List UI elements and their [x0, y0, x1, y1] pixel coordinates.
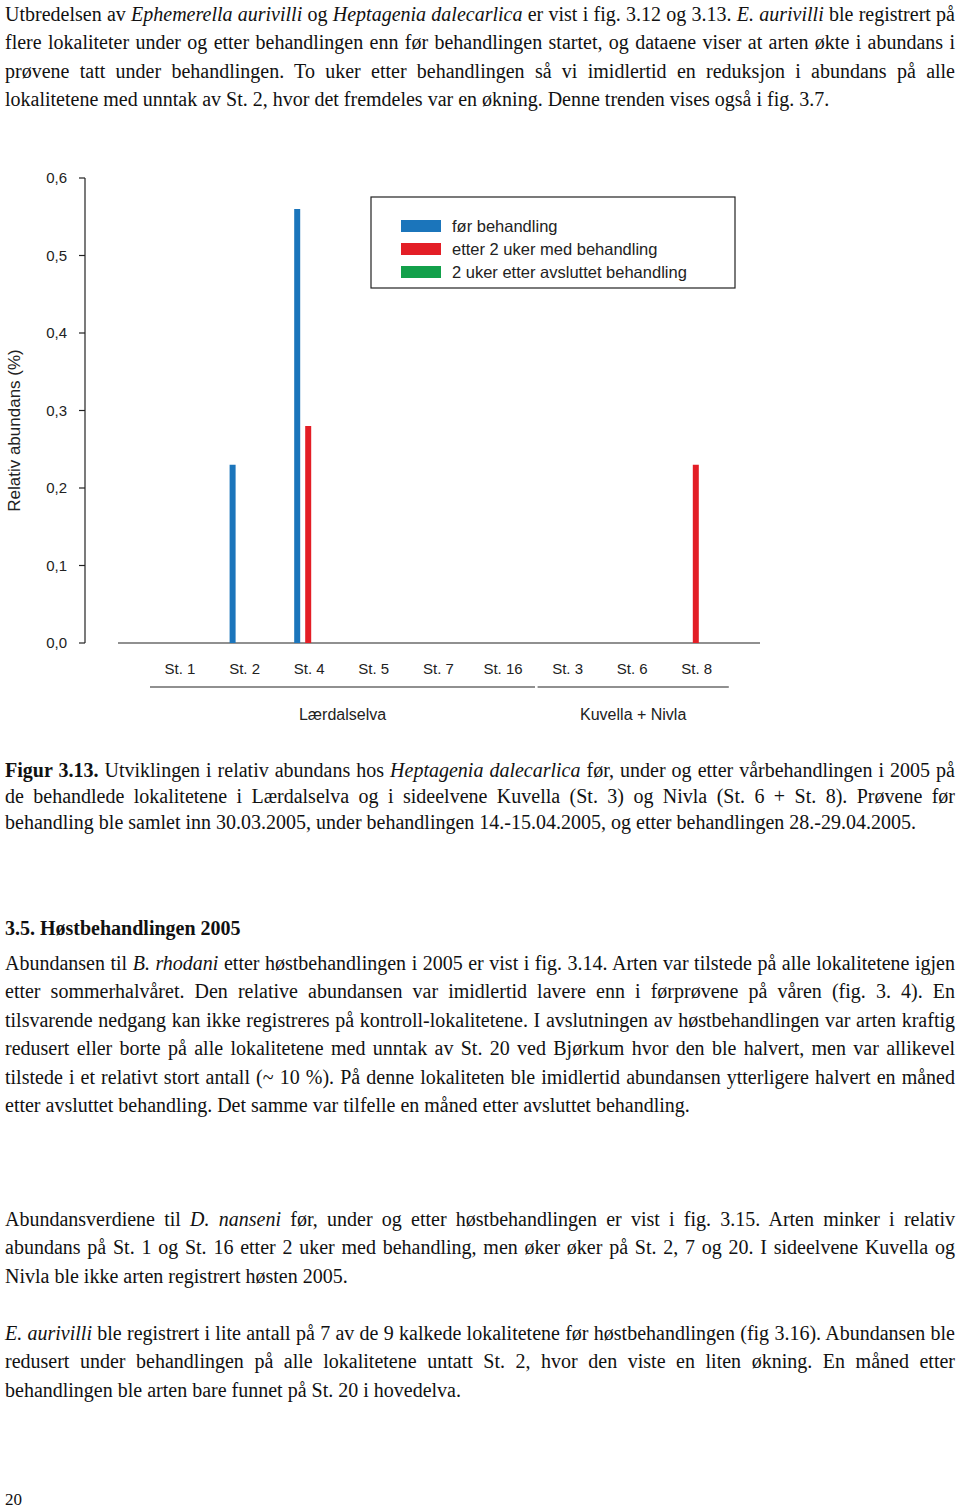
text-run: ble registrert i lite antall på 7 av de … — [5, 1322, 955, 1401]
bar — [693, 465, 699, 643]
y-tick — [79, 332, 85, 333]
bar — [617, 643, 623, 644]
y-tick — [79, 255, 85, 256]
x-tick-label: St. 5 — [358, 660, 389, 677]
x-tick-label: St. 6 — [617, 660, 648, 677]
text-run: E. aurivilli — [5, 1322, 92, 1344]
x-tick-label: St. 1 — [165, 660, 196, 677]
y-tick — [79, 410, 85, 411]
bar — [499, 643, 505, 644]
y-tick-label: 0,2 — [46, 479, 67, 496]
group-line — [538, 686, 729, 687]
body-paragraph: Abundansverdiene til D. nanseni før, und… — [5, 1205, 955, 1290]
bar — [682, 643, 688, 644]
text-run: E. aurivilli — [737, 3, 824, 25]
y-tick-label: 0,0 — [46, 634, 67, 651]
text-run: og — [302, 3, 333, 25]
text-run: Heptagenia dalecarlica — [390, 759, 580, 781]
bar — [370, 643, 376, 644]
chart: 0,0 0,1 0,2 0,3 0,4 0,5 0,6 Relativ abundans (%… — [0, 0, 960, 760]
y-tick — [79, 642, 85, 643]
y-tick-label: 0,5 — [46, 247, 67, 264]
bar — [639, 643, 645, 644]
y-axis-label: Relativ abundans (%) — [5, 349, 24, 512]
text-run: etter høstbehandlingen i 2005 er vist i … — [5, 952, 955, 1116]
section-heading: 3.5. Høstbehandlingen 2005 — [5, 914, 955, 942]
bars — [230, 209, 699, 643]
bar — [241, 643, 247, 644]
x-tick-label: St. 2 — [229, 660, 260, 677]
text-run: er vist i fig. 3.12 og 3.13. — [522, 3, 736, 25]
figure-caption: Figur 3.13. Utviklingen i relativ abunda… — [5, 757, 955, 835]
bar — [381, 643, 387, 644]
text-run: Utbredelsen av — [5, 3, 131, 25]
bar — [553, 643, 559, 644]
y-tick — [79, 487, 85, 488]
x-tick-label: St. 4 — [294, 660, 325, 677]
bar — [488, 643, 494, 644]
y-tick — [79, 565, 85, 566]
text-run: B. rhodani — [133, 952, 219, 974]
bar — [423, 643, 429, 644]
y-tick-label: 0,3 — [46, 402, 67, 419]
x-tick-label: St. 7 — [423, 660, 454, 677]
bar — [252, 643, 258, 644]
x-axis-line — [118, 642, 760, 643]
bar — [510, 643, 516, 644]
legend-box — [371, 197, 735, 288]
y-tick — [79, 177, 85, 178]
group-label: Lærdalselva — [299, 706, 386, 723]
x-tick-label: St. 16 — [483, 660, 522, 677]
body-paragraph: Abundansen til B. rhodani etter høstbeha… — [5, 949, 955, 1119]
text-run: Ephemerella aurivilli — [131, 3, 302, 25]
page-number: 20 — [5, 1489, 955, 1511]
bar — [434, 643, 440, 644]
legend-swatch — [401, 266, 441, 278]
bar — [575, 643, 581, 644]
bar — [704, 643, 710, 644]
text-run: Abundansverdiene til — [5, 1208, 190, 1230]
body-paragraph: E. aurivilli ble registrert i lite antal… — [5, 1319, 955, 1404]
group-line — [150, 686, 535, 687]
legend-label: etter 2 uker med behandling — [452, 240, 657, 258]
bar — [230, 465, 236, 643]
text-run: Utviklingen i relativ abundans hos — [98, 759, 390, 781]
text-run: Abundansen til — [5, 952, 133, 974]
legend-swatch — [401, 243, 441, 255]
x-tick-label: St. 8 — [681, 660, 712, 677]
legend-swatch — [401, 220, 441, 232]
bar — [294, 209, 300, 643]
bar — [316, 643, 322, 644]
text-run: Figur 3.13. — [5, 759, 98, 781]
x-tick-label: St. 3 — [552, 660, 583, 677]
intro-paragraph: Utbredelsen av Ephemerella aurivilli og … — [5, 0, 955, 114]
bar — [305, 426, 311, 643]
bar — [359, 643, 365, 644]
group-label: Kuvella + Nivla — [580, 706, 686, 723]
legend-label: før behandling — [452, 217, 558, 235]
y-tick-label: 0,4 — [46, 324, 67, 341]
bar — [176, 643, 182, 644]
bar — [628, 643, 634, 644]
text-run: Heptagenia dalecarlica — [333, 3, 523, 25]
bar — [445, 643, 451, 644]
text-run: D. nanseni — [190, 1208, 281, 1230]
bar — [165, 643, 171, 644]
bar — [564, 643, 570, 644]
legend: før behandling etter 2 uker med behandlin… — [371, 197, 735, 288]
y-tick-label: 0,6 — [46, 169, 67, 186]
legend-label: 2 uker etter avsluttet behandling — [452, 263, 687, 281]
y-tick-label: 0,1 — [46, 557, 67, 574]
bar — [187, 643, 193, 644]
